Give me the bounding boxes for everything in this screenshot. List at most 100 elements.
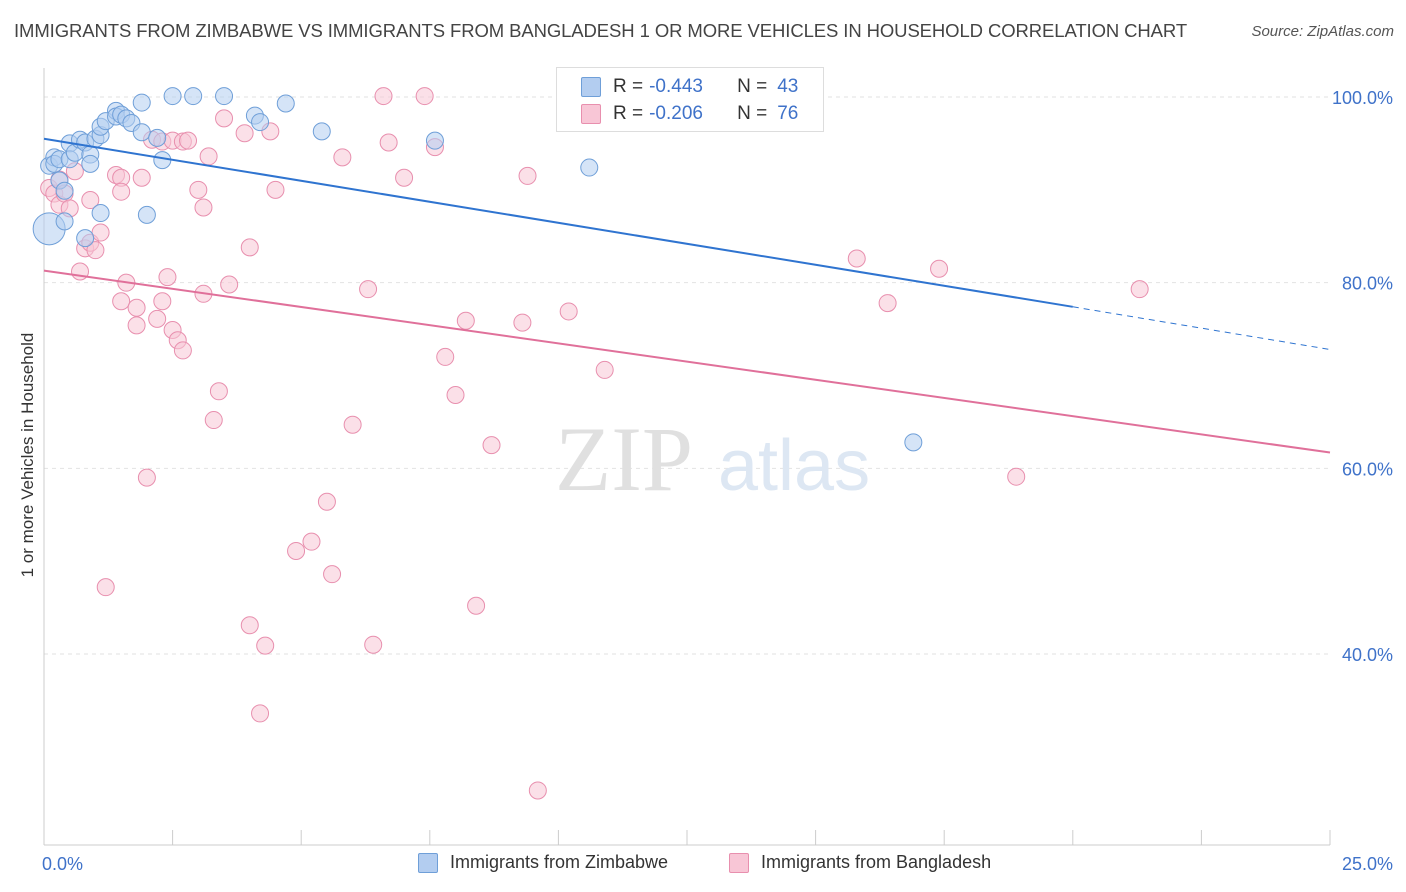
bangladesh-point: [204, 411, 223, 430]
zimbabwe-point: [425, 131, 444, 150]
chart-title: IMMIGRANTS FROM ZIMBABWE VS IMMIGRANTS F…: [14, 20, 1188, 41]
bangladesh-point: [930, 259, 949, 278]
x-tick-labels: 0.0% 25.0%: [42, 854, 1393, 874]
series-bangladesh-points: [40, 87, 1149, 800]
bangladesh-point: [112, 292, 131, 311]
bangladesh-point: [878, 294, 897, 313]
correlation-legend: R = -0.443 N = 43 R = -0.206 N = 76: [556, 67, 824, 132]
r-value: -0.443: [649, 76, 703, 97]
bangladesh-point: [199, 147, 218, 166]
bangladesh-point: [240, 616, 259, 635]
bangladesh-point: [148, 309, 167, 328]
bangladesh-point: [1007, 467, 1026, 486]
y-tick-label: 80.0%: [1342, 274, 1393, 294]
bangladesh-point: [127, 316, 146, 335]
source-label: Source: ZipAtlas.com: [1251, 23, 1394, 40]
bangladesh-point: [559, 302, 578, 321]
zimbabwe-point: [251, 113, 270, 132]
trend-lines: [43, 137, 1331, 454]
bangladesh-point: [179, 131, 198, 150]
legend-label-zimbabwe: Immigrants from Zimbabwe: [450, 852, 669, 872]
bangladesh-point: [153, 292, 172, 311]
bangladesh-point: [220, 275, 239, 294]
bangladesh-point: [189, 180, 208, 199]
r-label: R =: [613, 76, 644, 97]
zimbabwe-trend-line: [43, 137, 1073, 308]
y-tick-labels: 100.0% 80.0% 60.0% 40.0%: [1332, 88, 1393, 665]
r-label: R =: [613, 103, 644, 124]
bangladesh-trend-line: [43, 269, 1331, 454]
bangladesh-point: [256, 636, 275, 655]
bangladesh-point: [847, 249, 866, 268]
n-label: N =: [737, 76, 768, 97]
zimbabwe-point: [137, 205, 156, 224]
bangladesh-point: [415, 87, 434, 106]
zimbabwe-point: [215, 87, 234, 106]
zimbabwe-point: [580, 158, 599, 177]
bangladesh-point: [287, 541, 306, 560]
bangladesh-point: [266, 180, 285, 199]
bangladesh-point: [194, 198, 213, 217]
bangladesh-point: [456, 311, 475, 330]
bangladesh-point: [374, 87, 393, 106]
bangladesh-point: [317, 492, 336, 511]
zimbabwe-point: [148, 128, 167, 147]
y-tick-label: 40.0%: [1342, 645, 1393, 665]
x-tick-label: 0.0%: [42, 854, 83, 874]
zimbabwe-point: [153, 151, 172, 170]
bangladesh-point: [251, 704, 270, 723]
n-label: N =: [737, 103, 768, 124]
bangladesh-point: [132, 168, 151, 187]
legend-item-bangladesh[interactable]: Immigrants from Bangladesh: [729, 852, 991, 873]
y-tick-label: 60.0%: [1342, 459, 1393, 479]
zimbabwe-point: [132, 93, 151, 112]
bangladesh-point: [235, 124, 254, 143]
bangladesh-point: [379, 133, 398, 152]
zimbabwe-point: [91, 204, 110, 223]
bangladesh-point: [343, 415, 362, 434]
zimbabwe-point: [55, 181, 74, 200]
bangladesh-point: [86, 241, 105, 260]
bangladesh-point: [359, 280, 378, 299]
watermark-zip: ZIP: [555, 408, 693, 510]
zimbabwe-legend-swatch: [418, 852, 438, 873]
zimbabwe-point: [312, 122, 331, 141]
zimbabwe-point: [184, 87, 203, 106]
bangladesh-point: [112, 182, 131, 201]
bangladesh-point: [518, 166, 537, 185]
y-tick-label: 100.0%: [1332, 88, 1393, 108]
zimbabwe-point: [76, 229, 95, 248]
bangladesh-point: [137, 468, 156, 487]
bangladesh-point: [96, 578, 115, 597]
bangladesh-swatch: [581, 104, 601, 124]
bangladesh-point: [323, 565, 342, 584]
bangladesh-point: [240, 238, 259, 257]
legend-row-zimbabwe: R = -0.443 N = 43: [581, 74, 798, 100]
legend-row-bangladesh: R = -0.206 N = 76: [581, 101, 798, 127]
bangladesh-point: [446, 385, 465, 404]
r-value: -0.206: [649, 103, 703, 124]
n-value: 76: [777, 103, 799, 124]
x-axis-ticks: [172, 830, 1331, 845]
bangladesh-point: [395, 168, 414, 187]
bangladesh-point: [528, 781, 547, 800]
bangladesh-point: [302, 532, 321, 551]
bangladesh-point: [91, 223, 110, 242]
bangladesh-point: [595, 360, 614, 379]
n-value: 43: [777, 76, 799, 97]
gridlines: [44, 96, 1330, 655]
bangladesh-point: [209, 382, 228, 401]
zimbabwe-swatch: [581, 77, 601, 97]
legend-item-zimbabwe[interactable]: Immigrants from Zimbabwe: [418, 852, 668, 873]
zimbabwe-point: [132, 123, 151, 142]
bangladesh-point: [158, 268, 177, 287]
bangladesh-point: [173, 341, 192, 360]
bangladesh-point: [333, 148, 352, 167]
zimbabwe-point: [904, 433, 923, 452]
bangladesh-point: [482, 436, 501, 455]
bangladesh-point: [127, 298, 146, 317]
series-zimbabwe-points: [32, 87, 923, 452]
bangladesh-point: [436, 347, 455, 366]
bangladesh-legend-swatch: [729, 852, 749, 873]
